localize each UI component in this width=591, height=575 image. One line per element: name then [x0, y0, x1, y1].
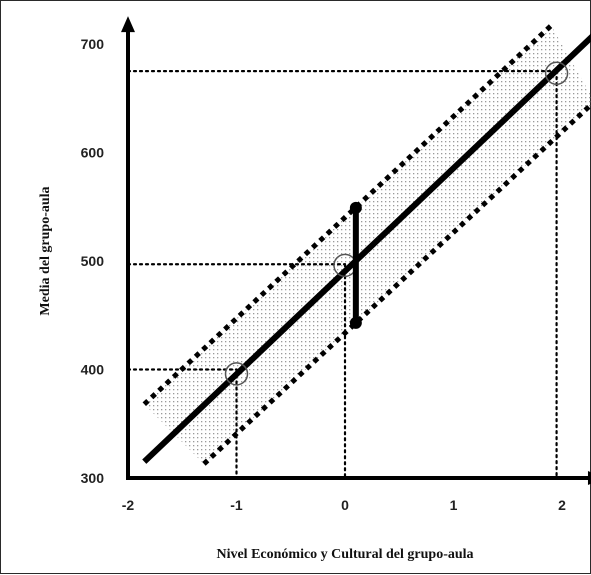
- series-layer: [142, 23, 591, 466]
- regression-line: [142, 33, 591, 464]
- y-axis-arrow-icon: [121, 16, 135, 33]
- y-tick-labels: 300 400 500 600 700: [81, 36, 105, 486]
- y-tick-label: 600: [81, 145, 105, 161]
- upper-band-line: [142, 23, 553, 407]
- x-tick-label: 0: [341, 497, 349, 513]
- axes: [121, 16, 591, 485]
- range-marker-top-dot: [349, 201, 362, 214]
- y-tick-label: 400: [81, 362, 105, 378]
- x-tick-labels: -2 -1 0 1 2: [122, 497, 566, 513]
- y-axis-title: Media del grupo-aula: [38, 186, 53, 315]
- lower-band-line: [202, 101, 591, 466]
- y-tick-label: 500: [81, 253, 105, 269]
- x-tick-label: 1: [450, 497, 458, 513]
- y-tick-label: 300: [81, 470, 105, 486]
- x-axis-arrow-icon: [587, 471, 591, 485]
- points-layer: [224, 61, 569, 386]
- x-tick-label: -2: [122, 497, 135, 513]
- guide-lines-layer: [126, 70, 558, 480]
- x-tick-label: 2: [558, 497, 566, 513]
- range-marker-bottom-dot: [349, 316, 362, 329]
- range-marker-layer: [349, 201, 362, 329]
- y-tick-label: 700: [81, 36, 105, 52]
- x-axis-title: Nivel Económico y Cultural del grupo-aul…: [216, 547, 473, 562]
- data-point-2: [544, 61, 569, 86]
- data-point-0: [224, 362, 249, 386]
- x-tick-label: -1: [230, 497, 243, 513]
